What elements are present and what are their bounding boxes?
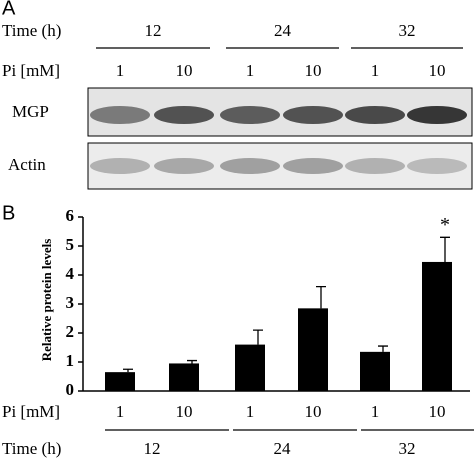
pi-label: 1 bbox=[246, 61, 255, 80]
y-tick-label: 2 bbox=[66, 322, 75, 341]
y-axis-label: Relative protein levels bbox=[39, 239, 54, 362]
blot-band bbox=[407, 158, 467, 174]
blot-band bbox=[220, 106, 280, 124]
blot-panel bbox=[87, 142, 473, 190]
y-tick-label: 3 bbox=[66, 293, 75, 312]
group-label: 24 bbox=[274, 439, 292, 458]
bar bbox=[169, 363, 199, 391]
pi-label: 1 bbox=[371, 61, 380, 80]
x-tick-label: 10 bbox=[429, 402, 446, 421]
blot-band bbox=[345, 158, 405, 174]
y-tick-label: 1 bbox=[66, 351, 75, 370]
x-tick-label: 1 bbox=[246, 402, 255, 421]
blot-band bbox=[154, 158, 214, 174]
time-label: Time (h) bbox=[2, 21, 61, 40]
y-tick-label: 0 bbox=[66, 380, 75, 399]
group-label: 12 bbox=[144, 439, 161, 458]
blot-band bbox=[154, 106, 214, 124]
error-bar bbox=[316, 285, 326, 309]
blot-band bbox=[220, 158, 280, 174]
blot-band bbox=[90, 106, 150, 124]
blot-band bbox=[90, 158, 150, 174]
error-bar bbox=[440, 236, 450, 262]
blot-panel bbox=[87, 87, 473, 137]
bar bbox=[298, 308, 328, 391]
pi-label: 1 bbox=[116, 61, 125, 80]
error-bar bbox=[187, 359, 197, 364]
x-tick-label: 10 bbox=[305, 402, 322, 421]
blot-band bbox=[283, 106, 343, 124]
error-bar bbox=[123, 368, 133, 373]
x-tick-label: 10 bbox=[176, 402, 193, 421]
time-label: 32 bbox=[399, 21, 416, 40]
pi-label: 10 bbox=[429, 61, 446, 80]
panel-label: A bbox=[2, 0, 16, 19]
panel-label: B bbox=[2, 202, 15, 224]
pi-label: 10 bbox=[176, 61, 193, 80]
category-axis-label: Pi [mM] bbox=[2, 402, 60, 421]
y-tick-label: 4 bbox=[66, 264, 75, 283]
error-bar bbox=[378, 345, 388, 352]
error-bar bbox=[253, 329, 263, 345]
x-tick-label: 1 bbox=[371, 402, 380, 421]
pi-label: 10 bbox=[305, 61, 322, 80]
blot-band bbox=[283, 158, 343, 174]
y-tick-label: 6 bbox=[66, 206, 75, 225]
blot-band bbox=[345, 106, 405, 124]
pi-label: Pi [mM] bbox=[2, 61, 60, 80]
annotation: * bbox=[440, 214, 450, 236]
bar bbox=[235, 344, 265, 391]
x-tick-label: 1 bbox=[116, 402, 125, 421]
group-axis-label: Time (h) bbox=[2, 439, 61, 458]
blot-label: Actin bbox=[8, 155, 46, 174]
bar bbox=[360, 351, 390, 391]
group-label: 32 bbox=[399, 439, 416, 458]
bar bbox=[105, 372, 135, 391]
time-label: 24 bbox=[274, 21, 292, 40]
bar bbox=[422, 261, 452, 391]
y-tick-label: 5 bbox=[66, 235, 75, 254]
time-label: 12 bbox=[145, 21, 162, 40]
blot-band bbox=[407, 106, 467, 124]
blot-label: MGP bbox=[12, 102, 49, 121]
